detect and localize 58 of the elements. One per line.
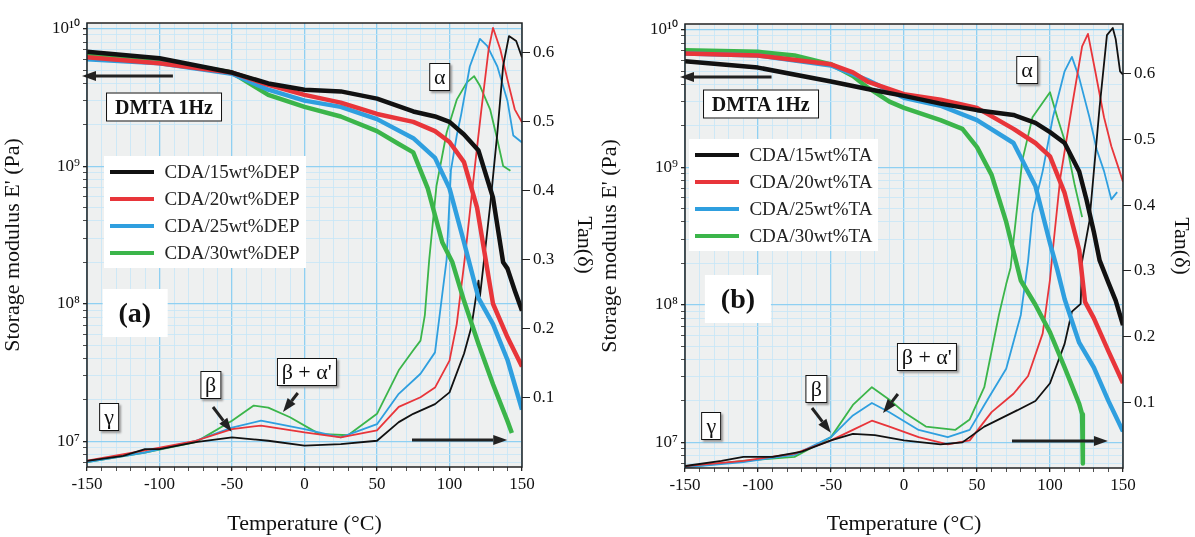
x-axis-title: Temperature (°C) bbox=[826, 509, 982, 535]
y-tick-label: 10⁸ bbox=[655, 294, 679, 314]
y-tick-label: 10⁹ bbox=[655, 156, 679, 176]
y2-tick-label: 0.4 bbox=[533, 180, 555, 200]
x-tick-label: 150 bbox=[509, 473, 535, 493]
x-tick-label: -150 bbox=[669, 474, 701, 494]
y2-tick-label: 0.3 bbox=[1134, 260, 1156, 280]
annotation: α bbox=[1016, 56, 1038, 85]
x-axis-title: Temperature (°C) bbox=[227, 509, 382, 535]
annotation: α bbox=[429, 63, 451, 92]
x-tick-label: 150 bbox=[1110, 474, 1136, 494]
annotation: γ bbox=[99, 402, 120, 431]
x-tick-label: -100 bbox=[143, 473, 176, 493]
x-tick-label: -50 bbox=[220, 473, 244, 493]
x-tick-label: 100 bbox=[436, 473, 463, 493]
legend-label: CDA/25wt%TA bbox=[749, 197, 873, 220]
y2-tick-label: 0.2 bbox=[533, 318, 555, 338]
y-tick-label: 10⁸ bbox=[57, 293, 81, 313]
annotation: DMTA 1Hz bbox=[106, 92, 222, 122]
x-tick-label: -50 bbox=[819, 474, 843, 494]
y2-tick-label: 0.5 bbox=[533, 111, 555, 131]
y2-tick-label: 0.3 bbox=[533, 249, 555, 269]
legend-label: CDA/25wt%DEP bbox=[164, 214, 300, 237]
y-tick-label: 10¹⁰ bbox=[51, 18, 80, 38]
annotation: (b) bbox=[704, 274, 772, 323]
y2-tick-label: 0.6 bbox=[533, 42, 555, 62]
annotation: β + α' bbox=[896, 342, 957, 371]
annotation: γ bbox=[701, 411, 722, 440]
y2-tick-label: 0.1 bbox=[533, 387, 555, 407]
x-tick-label: -150 bbox=[71, 473, 103, 493]
legend-label: CDA/20wt%TA bbox=[749, 170, 873, 193]
legend-label: CDA/30wt%TA bbox=[749, 224, 873, 247]
y2-tick-label: 0.4 bbox=[1134, 194, 1156, 214]
y2-tick-label: 0.6 bbox=[1134, 63, 1156, 83]
legend-label: CDA/15wt%TA bbox=[749, 143, 873, 166]
y2-tick-label: 0.2 bbox=[1134, 326, 1156, 346]
annotation: β bbox=[199, 370, 222, 399]
y-tick-label: 10⁹ bbox=[57, 155, 81, 175]
y2-tick-label: 0.5 bbox=[1134, 129, 1156, 149]
y-tick-label: 10⁷ bbox=[57, 430, 81, 450]
y2-tick-label: 0.1 bbox=[1134, 391, 1156, 411]
y2-axis-title: Tan(δ) bbox=[1170, 217, 1195, 275]
y-tick-label: 10¹⁰ bbox=[649, 19, 678, 39]
annotation: β + α' bbox=[276, 357, 337, 386]
y-tick-label: 10⁷ bbox=[655, 431, 679, 451]
x-tick-label: 0 bbox=[899, 474, 909, 494]
legend-label: CDA/30wt%DEP bbox=[164, 241, 300, 264]
x-tick-label: 50 bbox=[368, 473, 386, 493]
annotation: β bbox=[805, 374, 827, 403]
annotation: (a) bbox=[102, 288, 168, 337]
legend-label: CDA/15wt%DEP bbox=[164, 160, 300, 183]
x-tick-label: 0 bbox=[300, 473, 309, 493]
annotation: DMTA 1Hz bbox=[702, 89, 819, 119]
y-axis-title: Storage modulus E' (Pa) bbox=[0, 138, 24, 352]
legend-label: CDA/20wt%DEP bbox=[164, 187, 300, 210]
x-tick-label: 100 bbox=[1037, 474, 1063, 494]
x-tick-label: 50 bbox=[968, 474, 986, 494]
x-tick-label: -100 bbox=[742, 474, 774, 494]
